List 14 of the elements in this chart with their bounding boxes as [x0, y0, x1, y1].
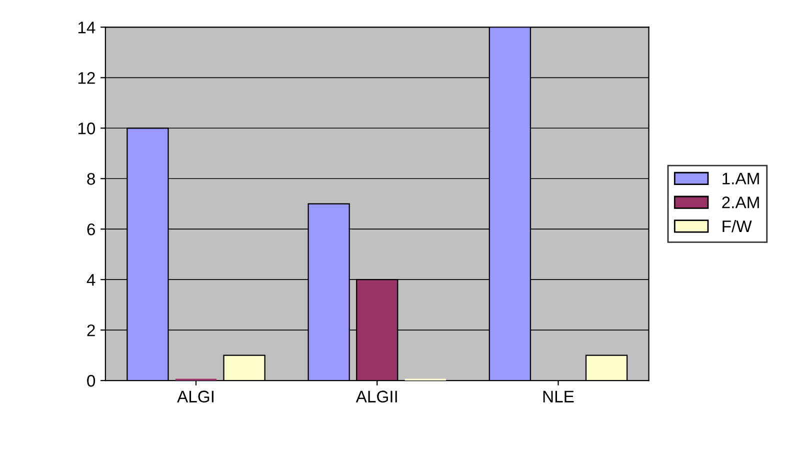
y-tick-label: 8 [87, 173, 95, 185]
x-tick-label: ALGI [177, 390, 214, 402]
x-tick-label: ALGII [356, 390, 397, 402]
y-tick-label: 2 [87, 324, 95, 336]
y-tick-label: 4 [86, 274, 96, 286]
x-tick-label: NLE [543, 390, 574, 402]
y-tick-label: 10 [78, 122, 96, 134]
legend-label: 1.AM [722, 172, 759, 184]
legend-label: F/W [722, 220, 752, 232]
y-tick-label: 0 [87, 374, 96, 387]
y-tick-label: 14 [78, 22, 96, 34]
legend-label: 2.AM [722, 196, 759, 208]
y-tick-label: 6 [87, 223, 95, 236]
y-tick-label: 12 [78, 72, 95, 84]
